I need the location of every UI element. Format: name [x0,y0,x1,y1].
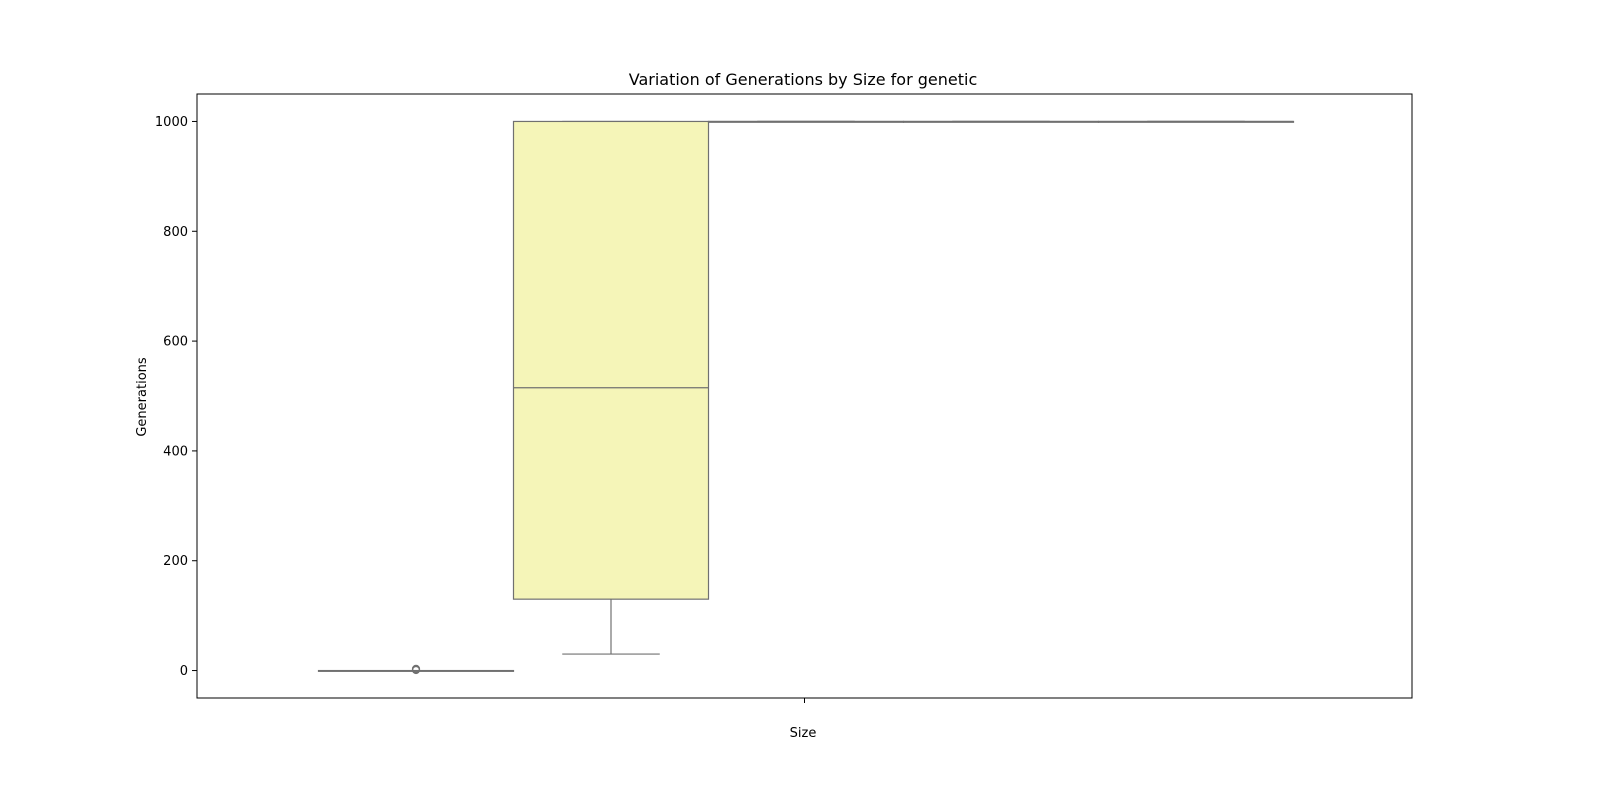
y-tick-label: 400 [163,444,188,459]
axis-ticks: 0 200 400 600 800 1000 [155,115,805,703]
y-tick-label: 0 [180,664,188,679]
box-4 [902,120,1100,123]
y-tick-label: 800 [163,225,188,240]
outlier-point [411,664,421,673]
y-axis-label: Generations [135,357,150,437]
y-tick-label: 600 [163,335,188,350]
plot-marks [317,120,1295,675]
y-tick-label: 200 [163,554,188,569]
y-tick-label: 1000 [155,115,188,130]
plot-frame [196,93,1413,699]
box-5 [1097,120,1295,123]
chart-title: Variation of Generations by Size for gen… [629,70,977,89]
box-2 [512,120,710,655]
x-axis-label: Size [790,726,817,741]
box-3 [707,120,905,123]
box-1 [317,664,515,675]
box-body [512,120,710,600]
